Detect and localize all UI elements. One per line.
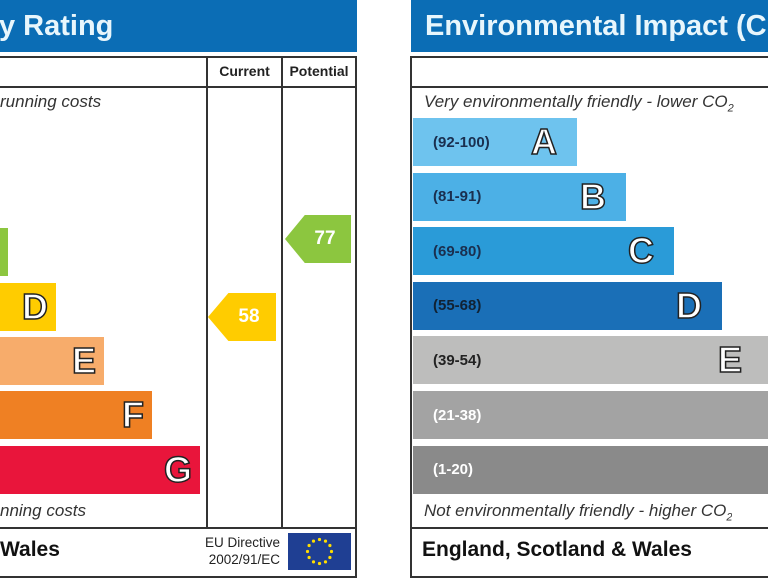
star — [305, 549, 310, 554]
star — [307, 543, 311, 548]
band-range: (21-38) — [433, 406, 482, 424]
energy-band-g: G — [0, 446, 200, 494]
star — [307, 555, 311, 560]
band-letter: D — [675, 284, 703, 327]
band-letter: G — [163, 448, 193, 491]
energy-band-f: F — [0, 391, 152, 439]
energy-rating-header: y Rating — [0, 0, 357, 52]
energy-title: y Rating — [0, 10, 114, 42]
current-value: 58 — [238, 306, 260, 327]
env-title: Environmental Impact (C — [425, 10, 767, 42]
star — [328, 543, 332, 548]
band-range: (81-91) — [433, 188, 482, 206]
star — [323, 560, 328, 564]
top-note: running costs — [0, 92, 102, 111]
top-note: Very environmentally friendly - lower CO… — [424, 92, 734, 114]
band-letter: E — [717, 339, 743, 382]
star — [317, 537, 322, 542]
band-letter: E — [71, 339, 97, 382]
divider — [281, 56, 283, 528]
region-label: Wales — [0, 538, 60, 561]
environmental-impact-header: Environmental Impact (C — [411, 0, 768, 52]
energy-band-e: E — [0, 337, 104, 385]
energy-band-d: D — [0, 283, 56, 331]
top-note-text: Very environmentally friendly - lower CO — [424, 92, 728, 111]
region-label-env: England, Scotland & Wales — [422, 538, 692, 561]
eu-directive: EU Directive 2002/91/EC — [190, 534, 280, 568]
bottom-note: Not environmentally friendly - higher CO… — [424, 501, 732, 523]
energy-band-c — [0, 228, 8, 276]
eu-flag-icon — [288, 533, 351, 570]
env-band-6: (21-38) — [413, 391, 768, 439]
star — [328, 555, 332, 560]
env-band-2: (81-91) B — [413, 172, 626, 221]
divider — [0, 86, 357, 88]
band-letter: B — [579, 175, 607, 218]
star — [329, 549, 334, 554]
band-range: (69-80) — [433, 242, 482, 260]
band-letter: D — [21, 285, 49, 328]
band-letter: A — [530, 120, 558, 163]
env-band-4: (55-68) D — [413, 281, 722, 330]
env-band-1: (92-100) A — [413, 118, 577, 166]
env-band-3: (69-80) C — [413, 227, 674, 276]
divider — [0, 527, 357, 529]
band-range: (92-100) — [433, 133, 490, 151]
band-letter: F — [121, 393, 145, 436]
bottom-note-sub: 2 — [726, 511, 733, 524]
column-current: Current — [219, 63, 270, 79]
divider — [411, 527, 768, 529]
divider — [411, 86, 768, 88]
top-note-sub: 2 — [727, 102, 734, 115]
star — [311, 560, 316, 564]
bottom-note-text: Not environmentally friendly - higher CO — [424, 501, 727, 520]
divider — [206, 56, 208, 528]
env-band-7: (1-20) — [413, 445, 768, 494]
bottom-note: nning costs — [0, 501, 86, 520]
band-range: (39-54) — [433, 351, 482, 369]
env-band-5: (39-54) E — [413, 336, 768, 385]
band-range: (55-68) — [433, 297, 482, 315]
star — [311, 539, 316, 543]
column-potential: Potential — [289, 63, 349, 79]
band-letter: C — [627, 229, 655, 272]
star — [323, 539, 328, 543]
star — [317, 561, 322, 566]
potential-value: 77 — [314, 228, 336, 249]
directive-label: EU Directive — [204, 535, 280, 550]
band-range: (1-20) — [433, 461, 474, 479]
directive-code: 2002/91/EC — [208, 552, 280, 567]
